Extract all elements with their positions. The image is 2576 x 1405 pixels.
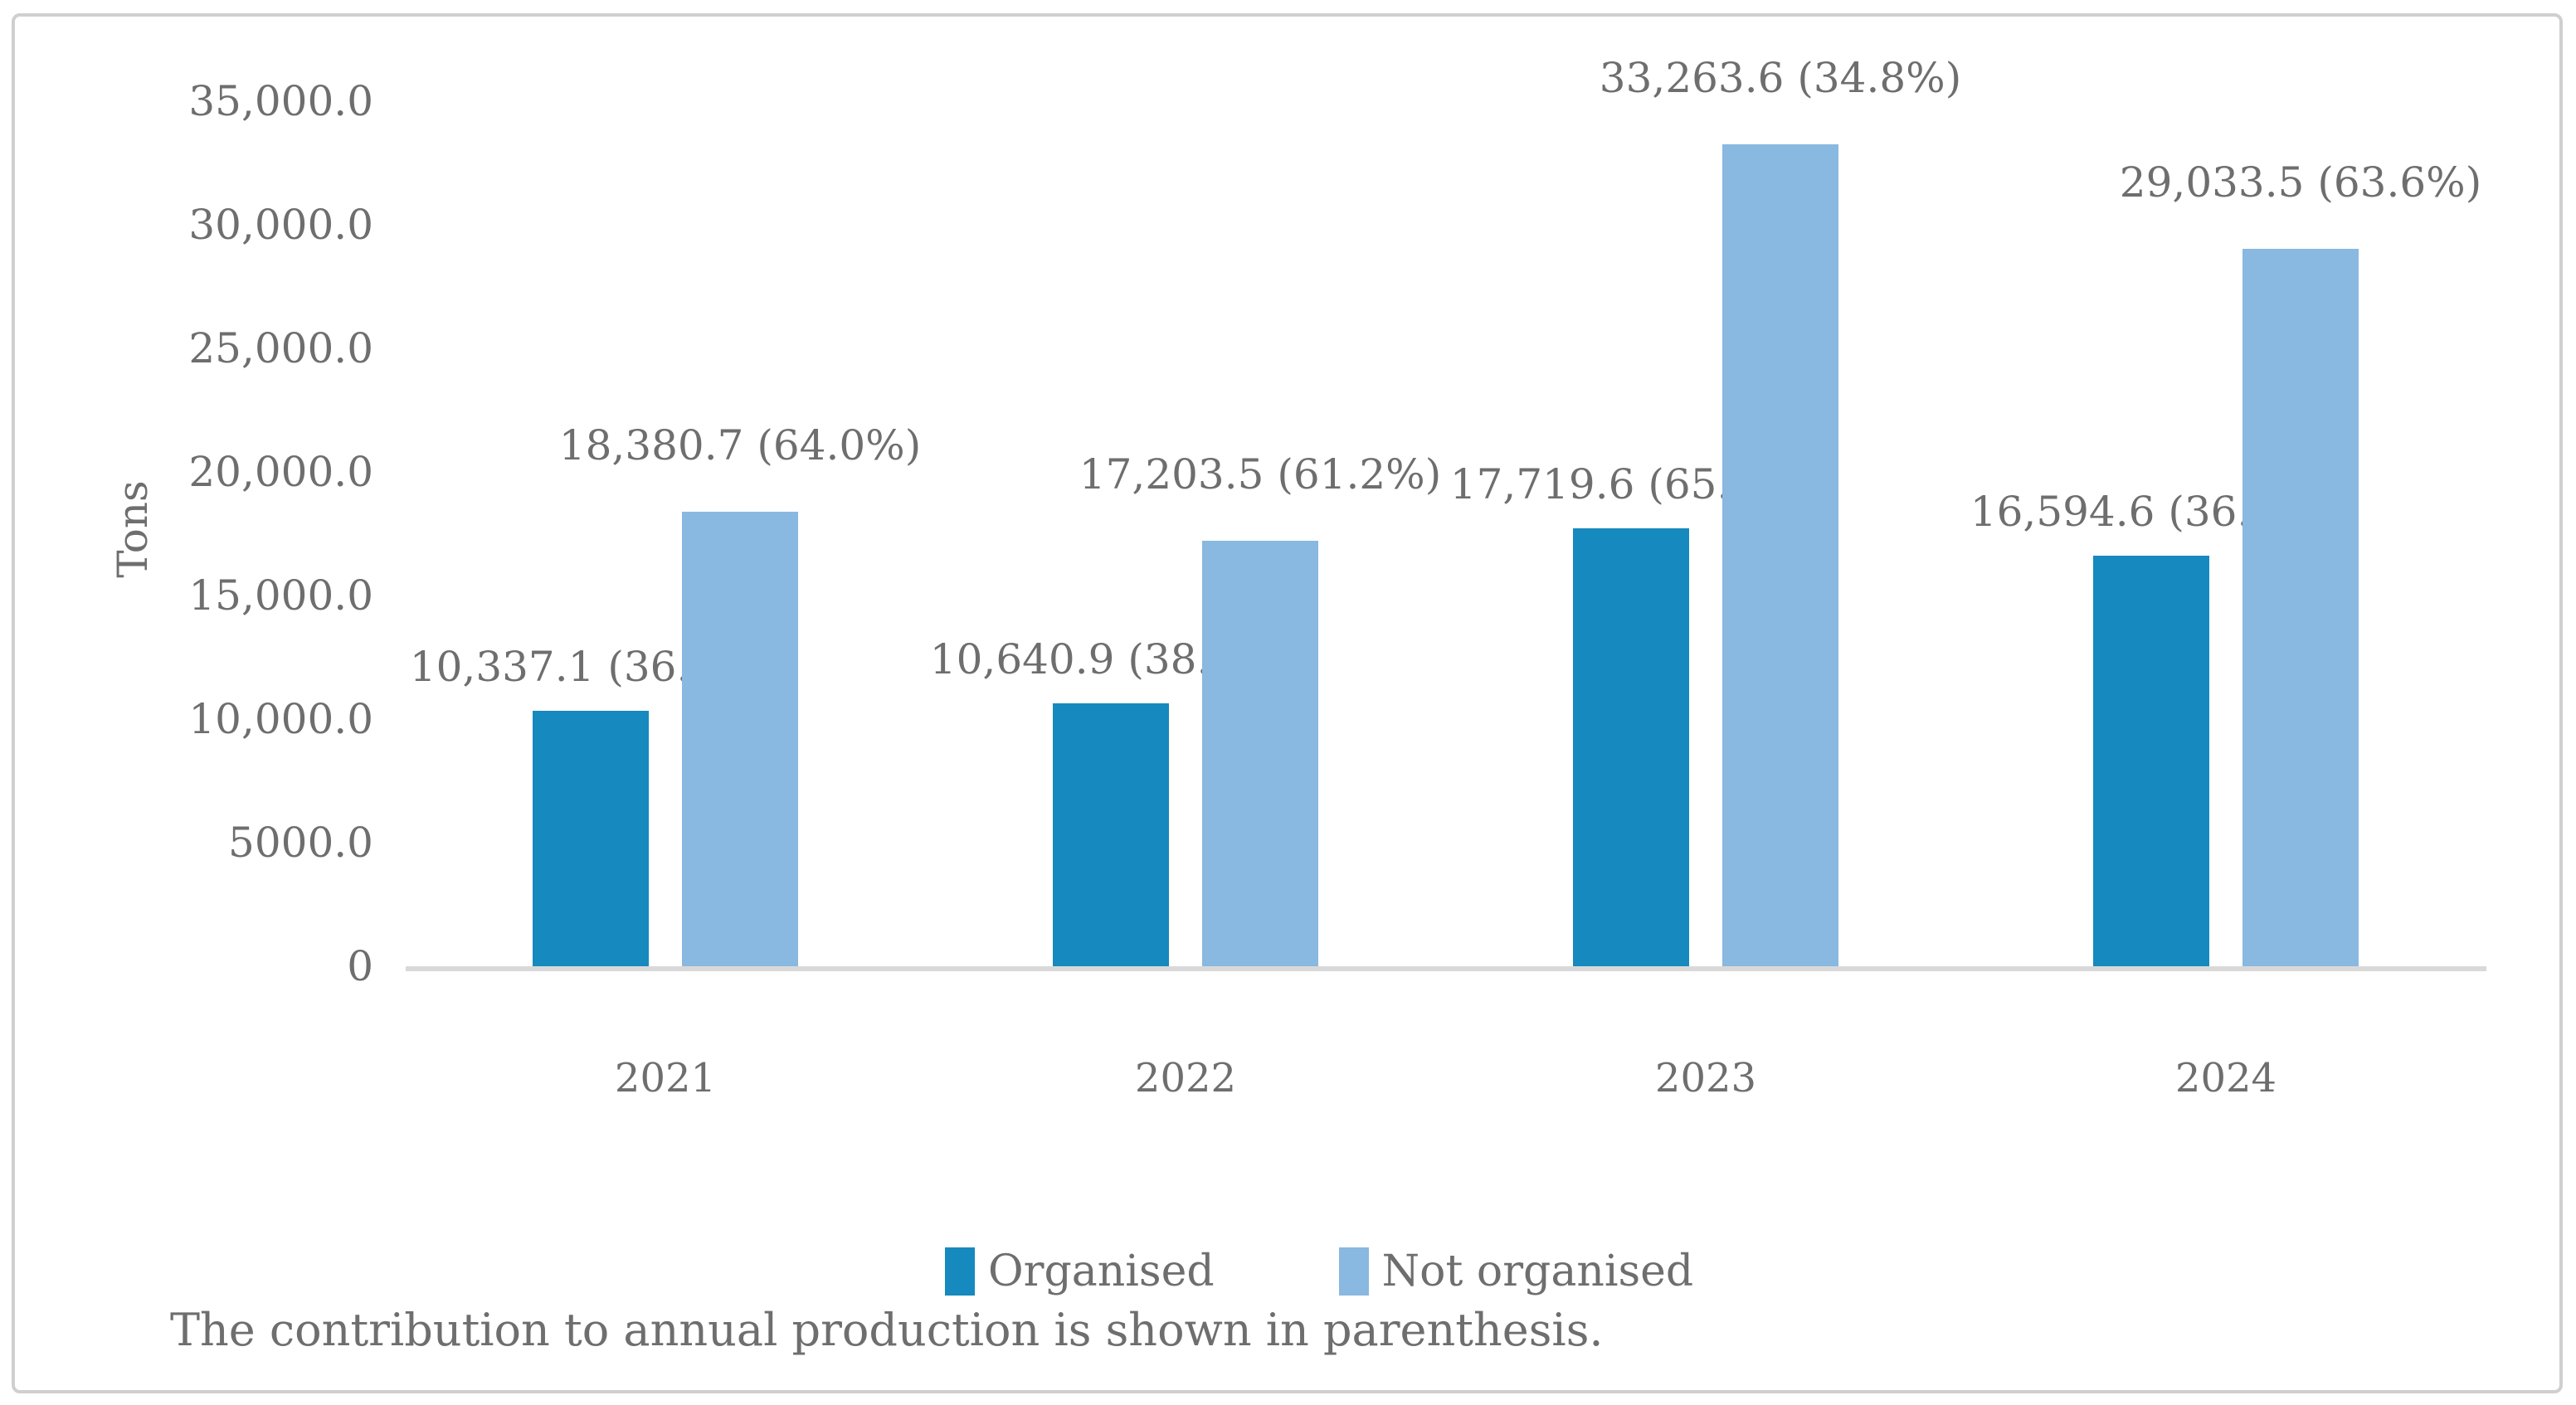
bar-organised [1053, 703, 1169, 966]
bar-not-organised [1202, 541, 1318, 966]
bar-not-organised [2242, 249, 2359, 966]
legend-label: Not organised [1381, 1247, 1694, 1296]
legend-swatch-icon [945, 1247, 975, 1296]
legend-label: Organised [988, 1247, 1215, 1296]
x-axis-label: 2021 [614, 1055, 717, 1101]
legend-item-not-organised: Not organised [1338, 1247, 1694, 1296]
y-tick-label: 5000.0 [228, 819, 373, 867]
data-label-not-organised: 17,203.5 (61.2%) [1079, 450, 1442, 498]
y-tick-label: 15,000.0 [188, 571, 373, 620]
y-tick-label: 25,000.0 [188, 324, 373, 372]
bar-organised [2093, 556, 2209, 966]
y-tick-label: 10,000.0 [188, 695, 373, 743]
x-axis-label: 2023 [1654, 1055, 1757, 1101]
data-label-not-organised: 33,263.6 (34.8%) [1599, 54, 1962, 102]
data-label-not-organised: 18,380.7 (64.0%) [558, 421, 922, 469]
x-axis-label: 2024 [2174, 1055, 2277, 1101]
y-tick-label: 20,000.0 [188, 448, 373, 496]
legend-swatch-icon [1338, 1247, 1369, 1296]
bar-not-organised [682, 512, 798, 966]
y-tick-label: 0 [347, 942, 373, 990]
x-axis-label: 2022 [1134, 1055, 1237, 1101]
bar-organised [1573, 528, 1689, 966]
y-tick-label: 35,000.0 [188, 77, 373, 125]
bar-not-organised [1722, 144, 1838, 966]
data-label-not-organised: 29,033.5 (63.6%) [2119, 158, 2482, 207]
footnote: The contribution to annual production is… [170, 1304, 1604, 1356]
figure-border [12, 13, 2563, 1393]
bar-organised [533, 711, 649, 966]
y-tick-label: 30,000.0 [188, 201, 373, 249]
x-axis-line [406, 966, 2486, 971]
legend: Organised Not organised [945, 1247, 1693, 1296]
legend-item-organised: Organised [945, 1247, 1215, 1296]
